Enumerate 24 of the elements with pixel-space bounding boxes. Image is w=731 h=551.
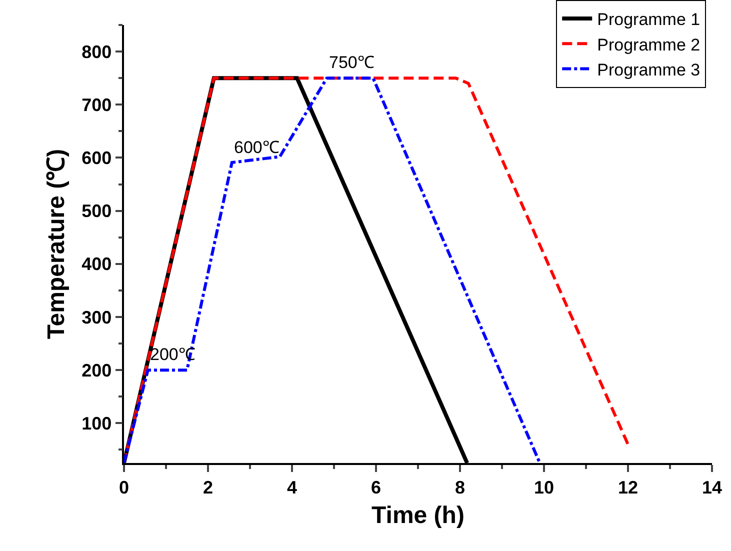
- legend-label: Programme 1: [597, 10, 700, 30]
- x-tick-label: 0: [118, 477, 130, 498]
- x-tick-label: 14: [702, 477, 722, 498]
- y-tick-label: 500: [82, 201, 112, 222]
- y-tick-label: 200: [82, 360, 112, 380]
- x-tick-label: 12: [618, 477, 638, 498]
- legend-label: Programme 2: [597, 35, 700, 54]
- y-tick-label: 100: [82, 413, 112, 434]
- x-tick-label: 6: [370, 477, 382, 498]
- y-tick-label: 800: [82, 42, 112, 62]
- annotation: 600℃: [234, 138, 280, 157]
- x-tick-label: 4: [286, 477, 298, 498]
- y-axis-title: Temperature (℃): [43, 148, 70, 340]
- y-tick-label: 400: [82, 254, 112, 274]
- annotation: 750℃: [329, 53, 374, 72]
- legend-label: Programme 3: [597, 60, 700, 80]
- x-tick-label: 10: [534, 477, 554, 498]
- x-tick-label: 2: [202, 477, 214, 498]
- line-series: [124, 76, 542, 463]
- y-tick-label: 700: [82, 94, 112, 115]
- x-tick-label: 8: [454, 477, 466, 498]
- y-tick-label: 600: [82, 148, 112, 168]
- y-tick-label: 300: [82, 307, 112, 328]
- x-axis-title: Time (h): [372, 502, 464, 530]
